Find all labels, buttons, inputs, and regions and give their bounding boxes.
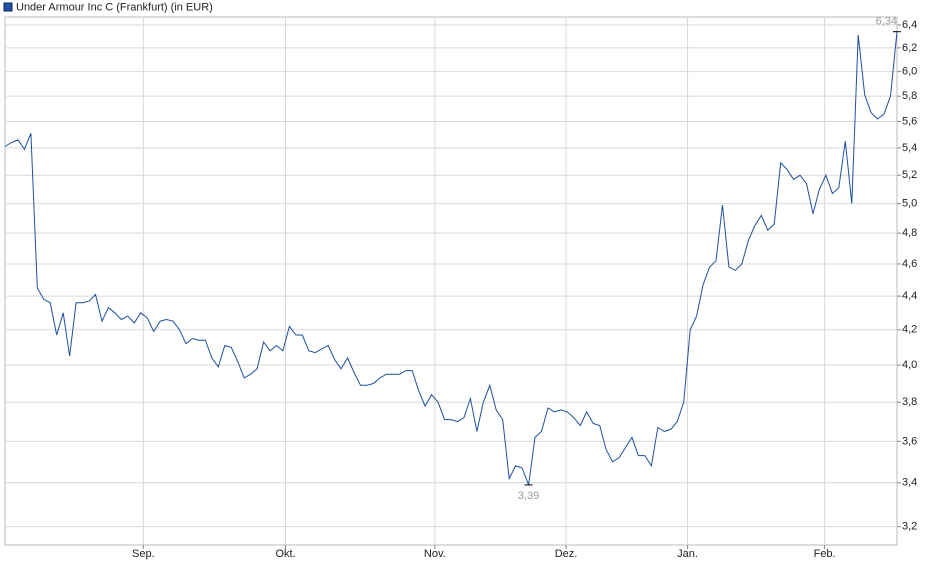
x-tick-label: Nov. [424,548,446,560]
x-tick-label: Okt. [275,548,295,560]
x-tick-label: Dez. [555,548,578,560]
y-tick-label: 3,4 [902,477,917,489]
y-tick-label: 6,0 [902,66,917,78]
legend-swatch [3,2,13,12]
x-tick-label: Sep. [132,548,155,560]
y-tick-label: 5,0 [902,197,917,209]
y-tick-label: 3,6 [902,435,917,447]
y-tick-label: 3,2 [902,521,917,533]
extreme-label: 6,34 [876,16,897,28]
price-line [4,31,898,486]
y-tick-label: 5,8 [902,90,917,102]
plot-area [4,16,898,546]
y-tick-label: 5,6 [902,115,917,127]
y-tick-label: 4,4 [902,290,917,302]
x-tick-label: Feb. [814,548,836,560]
y-tick-label: 5,4 [902,142,917,154]
y-tick-label: 4,6 [902,258,917,270]
y-tick-label: 3,8 [902,396,917,408]
x-tick-label: Jan. [677,548,698,560]
y-tick-label: 5,2 [902,169,917,181]
y-tick-label: 4,8 [902,227,917,239]
y-tick-label: 4,2 [902,324,917,336]
extreme-label: 3,39 [518,490,539,502]
legend-label: Under Armour Inc C (Frankfurt) (in EUR) [16,1,213,13]
y-tick-label: 6,2 [902,42,917,54]
y-tick-label: 6,4 [902,19,917,31]
y-tick-label: 4,0 [902,359,917,371]
